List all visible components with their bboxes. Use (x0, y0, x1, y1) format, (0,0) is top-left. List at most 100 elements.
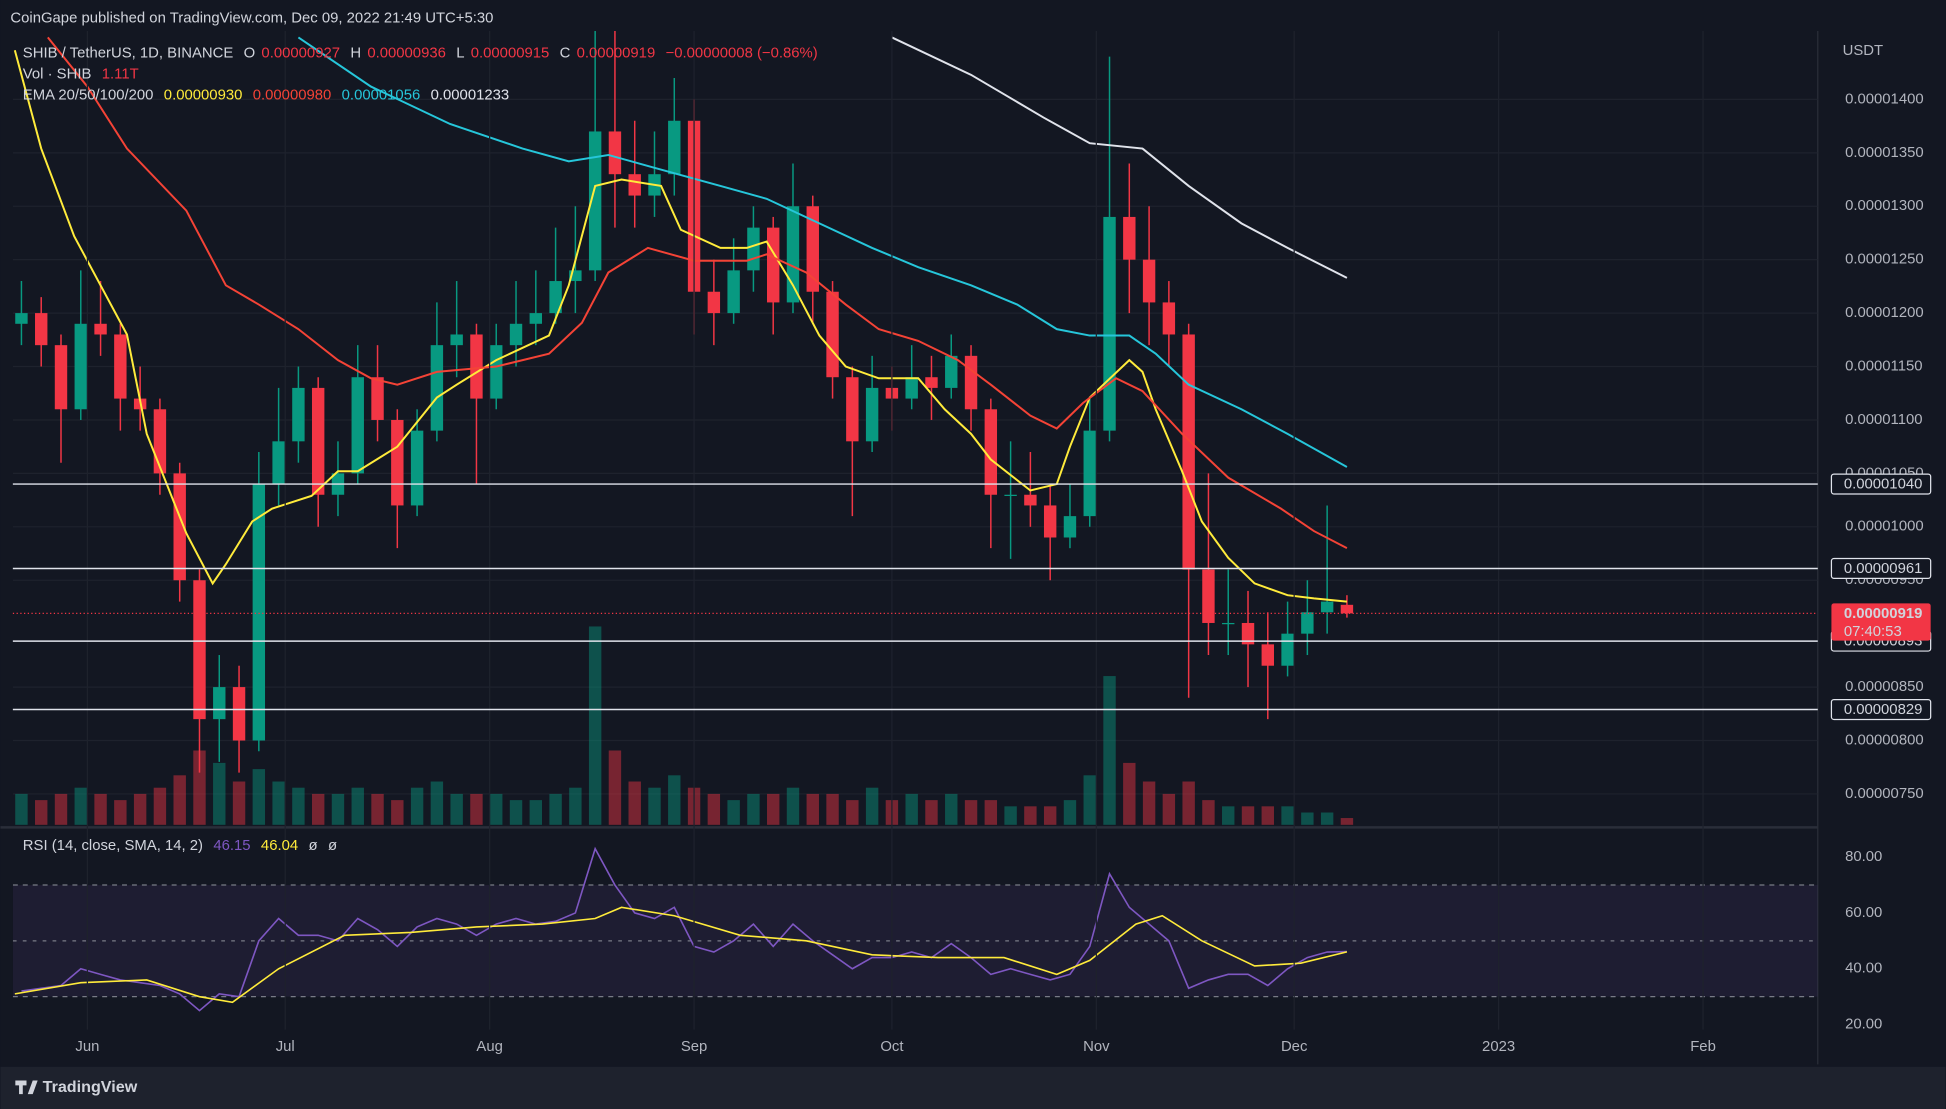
candle-body (1142, 259, 1156, 303)
x-tick-label: Sep (681, 1039, 707, 1055)
y-tick-label: 0.00001100 (1845, 412, 1922, 428)
level-label-box (1830, 473, 1932, 495)
candle-body (1202, 569, 1215, 623)
candle-body (925, 377, 938, 388)
rsi-pane (12, 846, 1818, 1012)
level-label: 0.00001040 (1844, 477, 1923, 493)
volume-bar (391, 800, 404, 825)
rsi-sma-value: 46.04 (261, 838, 298, 854)
candle-body (15, 313, 28, 324)
candle-body (94, 323, 107, 335)
candle-body (114, 334, 127, 399)
candle-body (490, 345, 503, 399)
volume-bar (133, 793, 147, 825)
price-unit: USDT (1843, 43, 1884, 59)
candle-body (1340, 604, 1354, 614)
volume-bar (1024, 806, 1037, 825)
rsi-extra: ø (309, 838, 318, 854)
ohlc-label: L (456, 45, 464, 61)
x-tick-label: Oct (880, 1039, 904, 1055)
ema-value: 0.00000930 (164, 87, 243, 103)
candle-body (806, 206, 819, 292)
candle-body (964, 355, 978, 410)
volume-bar (747, 793, 760, 825)
y-tick-label: 0.00001200 (1845, 305, 1924, 321)
candle-body (272, 441, 285, 485)
volume-bar (964, 800, 978, 825)
high-value: 0.00000936 (367, 45, 446, 61)
volume-bar (430, 781, 444, 825)
candle-body (865, 387, 879, 442)
y-tick-label: 0.00001400 (1845, 91, 1924, 107)
ema-value: 0.00001056 (342, 87, 421, 103)
x-tick-label: Nov (1083, 1039, 1110, 1055)
volume-bar (213, 762, 226, 825)
volume-bar (351, 787, 364, 825)
volume-bar (252, 769, 266, 825)
rsi-sma-line (14, 906, 1348, 1004)
candle-body (826, 291, 839, 378)
candle-body (727, 270, 740, 314)
candle-body (1241, 622, 1255, 645)
volume-bar (925, 800, 938, 825)
volume-bar (470, 793, 483, 825)
volume-bar (1142, 781, 1156, 825)
candle-body (1301, 612, 1314, 634)
volume-bar (588, 626, 602, 825)
x-tick-label: Jun (75, 1039, 99, 1055)
ema-name: EMA 20/50/100/200 (23, 87, 154, 103)
rsi-tick-label: 60.00 (1845, 905, 1882, 921)
ohlc-label: O (244, 45, 256, 61)
main-pane (12, 31, 1818, 825)
x-tick-label: Aug (476, 1039, 502, 1055)
y-tick-label: 0.00001350 (1845, 145, 1924, 161)
candle-body (292, 387, 305, 442)
change-value: −0.00000008 (−0.86%) (666, 45, 818, 61)
rsi-value: 46.15 (213, 838, 250, 854)
volume-bar (173, 775, 186, 825)
volume-bar (608, 750, 622, 825)
candle-body (608, 131, 622, 175)
volume-bar (727, 800, 740, 825)
rsi-legend: RSI (14, close, SMA, 14, 2) 46.15 46.04 … (23, 838, 337, 854)
level-label: 0.00000829 (1844, 702, 1923, 718)
candle-body (1222, 622, 1235, 625)
volume-bar (786, 787, 800, 825)
volume-bar (905, 793, 918, 825)
volume-bar (1083, 775, 1096, 825)
volume-bar (984, 800, 998, 825)
ohlc-label: C (560, 45, 571, 61)
ohlc-label: H (350, 45, 361, 61)
volume-bar (15, 793, 28, 825)
last-price-box (1831, 603, 1931, 641)
open-value: 0.00000927 (261, 45, 340, 61)
level-label: 0.00000961 (1844, 561, 1923, 577)
footer-logo (15, 1080, 38, 1095)
rsi-tick-label: 80.00 (1845, 849, 1882, 865)
volume-bar (806, 793, 819, 825)
volume-bar (1301, 812, 1314, 825)
candle-body (252, 484, 266, 741)
volume-bar (826, 793, 839, 825)
volume-bar (865, 787, 879, 825)
volume-bar (490, 793, 503, 825)
rsi-name: RSI (14, close, SMA, 14, 2) (23, 838, 203, 854)
candle-body (391, 419, 404, 506)
candle-body (588, 131, 602, 271)
y-tick-label: 0.00001300 (1845, 198, 1924, 214)
volume-bar (153, 787, 167, 825)
volume-bar (114, 800, 127, 825)
candle-body (450, 334, 463, 346)
footer-brand: TradingView (43, 1078, 138, 1096)
candle-body (74, 323, 87, 410)
ema-legend: EMA 20/50/100/200 0.00000930 0.00000980 … (23, 87, 509, 103)
candle-body (1182, 334, 1195, 570)
candle-body (846, 377, 859, 442)
volume-legend: Vol · SHIB 1.11T (23, 66, 139, 82)
level-label-box (1830, 698, 1932, 721)
volume-bar (569, 787, 582, 825)
rsi-extra: ø (328, 838, 337, 854)
candle-body (351, 377, 364, 474)
level-label-box (1830, 557, 1932, 580)
